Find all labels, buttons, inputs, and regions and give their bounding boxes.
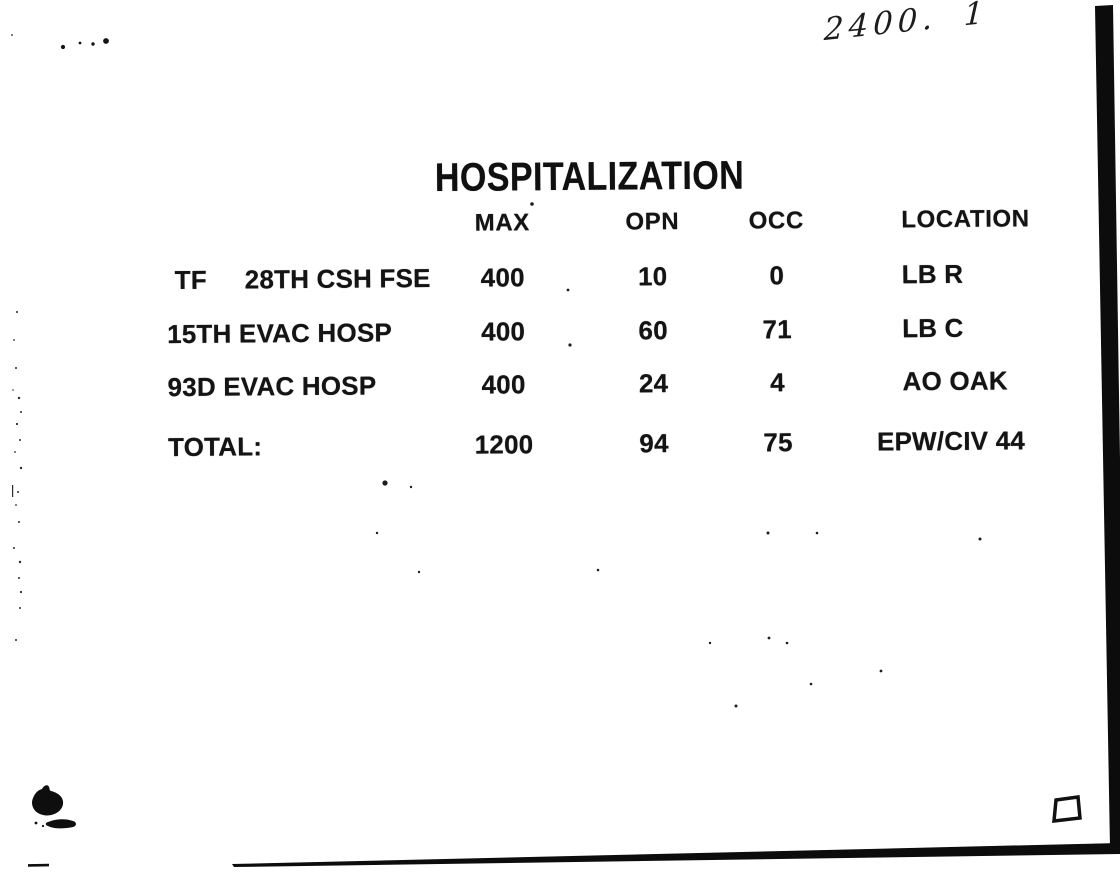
cell-occ: 0 [769, 260, 785, 291]
cell-opn: 24 [638, 368, 669, 399]
table-row-93d-evac-hosp: 93D EVAC HOSP 400 24 4 AO OAK [0, 365, 1120, 407]
cell-max: 400 [481, 369, 526, 400]
row-label: 28TH CSH FSE [244, 263, 431, 295]
cell-location: LB C [902, 312, 964, 344]
table-header-row: MAX OPN OCC LOCATION [0, 205, 1118, 246]
column-header-max: MAX [474, 209, 530, 237]
cell-opn: 10 [637, 261, 668, 292]
table-row-15th-evac-hosp: 15TH EVAC HOSP 400 60 71 LB C [0, 313, 1119, 354]
row-label: 93D EVAC HOSP [167, 370, 377, 403]
total-label: TOTAL: [167, 431, 263, 463]
cell-total-occ: 75 [763, 427, 793, 458]
slide-title: HOSPITALIZATION [434, 153, 745, 200]
cell-occ: 71 [762, 314, 792, 345]
column-header-opn: OPN [625, 208, 680, 236]
cell-total-opn: 94 [639, 428, 669, 459]
cell-opn: 60 [638, 315, 668, 346]
table-row-total: TOTAL: 1200 94 75 EPW/CIV 44 [0, 425, 1120, 467]
cell-location: LB R [901, 258, 964, 290]
cell-max: 400 [480, 262, 525, 293]
row-label: 15TH EVAC HOSP [167, 317, 393, 350]
row-prefix: TF [174, 264, 208, 296]
cell-max: 400 [481, 316, 526, 347]
cell-occ: 4 [770, 367, 785, 398]
table-row-28th-csh-fse: TF 28TH CSH FSE 400 10 0 LB R [0, 259, 1119, 300]
cell-total-max: 1200 [474, 429, 534, 460]
cell-total-location: EPW/CIV 44 [876, 425, 1026, 457]
cell-location: AO OAK [902, 365, 1008, 397]
column-header-occ: OCC [748, 207, 804, 235]
column-header-location: LOCATION [901, 205, 1030, 234]
